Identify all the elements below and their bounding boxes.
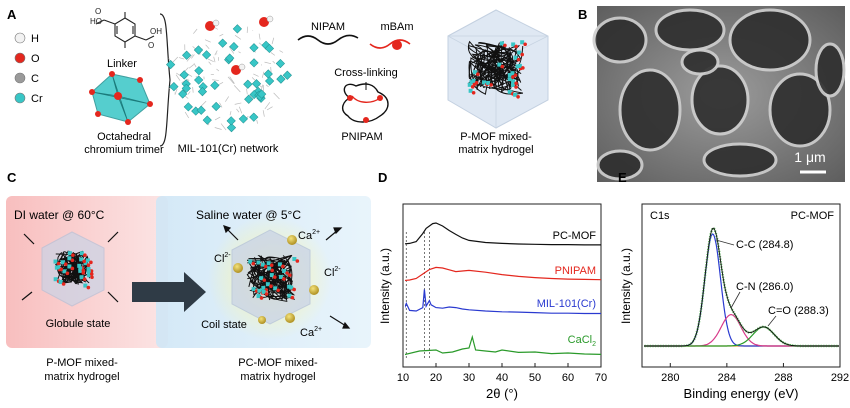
nipam-chain [298,35,358,44]
series-label-pnipam: PNIPAM [555,265,596,277]
coil-label: Coil state [201,319,247,331]
series-label-cacl2: CaCl2 [568,334,596,348]
panel-label-c: C [7,170,17,185]
panel-label-b: B [578,7,587,22]
svg-text:O: O [95,7,101,16]
mil101-network [166,16,291,132]
chart-d-xlabel: 2θ (°) [486,386,518,401]
chart-d-xtick: 50 [529,372,541,384]
chromium-trimer [89,71,153,125]
chart-d-xtick: 70 [595,372,607,384]
linker-molecule [96,12,154,48]
chart-e-ylabel: Intensity (a.u.) [619,248,633,324]
chart-d-xtick: 20 [430,372,442,384]
legend-label-c: C [31,73,39,85]
peak-fit-1 [642,315,839,346]
chart-e-xlabel: Binding energy (eV) [684,386,799,401]
chart-d-xtick: 10 [397,372,409,384]
chart-d-xtick: 30 [463,372,475,384]
legend-atom-o [15,53,25,63]
right-caption-line1: PC-MOF mixed- [238,357,318,369]
svg-text:HO: HO [90,17,102,26]
chart-e-title: C1s [650,210,670,222]
pmof-label-line1: P-MOF mixed- [460,131,532,143]
legend-atom-cr [15,93,25,103]
legend-atom-c [15,73,25,83]
peak-label-cc: C-C (284.8) [736,239,793,251]
mbam-bead [392,40,402,50]
right-caption-line2: matrix hydrogel [240,371,315,383]
pmof-label-line2: matrix hydrogel [458,144,533,156]
network-label: MIL-101(Cr) network [178,143,279,155]
chart-d-ylabel: Intensity (a.u.) [378,248,392,324]
scale-bar-label: 1 μm [794,149,825,165]
crosslinking-label: Cross-linking [334,67,398,79]
panel-d: D 10 20 30 40 50 60 70 Intensity (a.u.) 2θ (°)… [378,170,607,401]
chart-e-sample: PC-MOF [791,210,835,222]
pnipam-label: PNIPAM [341,131,382,143]
peak-label-co: C=O (288.3) [768,305,829,317]
panel-label-e: E [618,170,627,185]
pmof-hydrogel-cube [448,10,548,128]
peak-fit-2 [642,327,839,346]
mbam-label: mBAm [381,21,414,33]
nipam-label: NIPAM [311,21,345,33]
peak-label-cn: C-N (286.0) [736,281,793,293]
series-label-mil101: MIL-101(Cr) [537,298,596,310]
panel-b: B 1 μm [578,6,845,182]
chart-e-xtick: 284 [718,372,736,384]
globule-label: Globule state [46,318,111,330]
panel-label-a: A [7,7,17,22]
legend-atom-h [15,33,25,43]
chart-d-xtick: 40 [496,372,508,384]
chart-e-xtick: 280 [661,372,679,384]
legend-label-o: O [31,53,40,65]
chart-e-xtick: 288 [774,372,792,384]
left-caption-line1: P-MOF mixed- [46,357,118,369]
legend-label-cr: Cr [31,93,43,105]
chart-d-xtick: 60 [562,372,574,384]
linker-label: Linker [107,58,137,70]
left-caption-line2: matrix hydrogel [44,371,119,383]
atom-legend: HOC Cr [15,33,43,105]
trimer-label-line2: chromium trimer [84,144,164,156]
svg-text:OH: OH [150,27,162,36]
legend-label-h: H [31,33,39,45]
panel-e: E 280 284 288 292 C1s PC-MOF Intensity (a.u… [618,170,849,401]
left-condition: DI water @ 60°C [14,208,105,222]
panel-c: C DI water @ 60°C Saline water @ 5°C Glo… [6,170,371,383]
mbam-chain [370,40,410,48]
svg-text:O: O [148,41,154,50]
series-label-pc-mof: PC-MOF [553,230,597,242]
trimer-label-line1: Octahedral [97,131,151,143]
pnipam-loop [343,84,388,123]
globule-cube [42,232,104,306]
chart-e-xtick: 292 [831,372,849,384]
panel-label-d: D [378,170,387,185]
